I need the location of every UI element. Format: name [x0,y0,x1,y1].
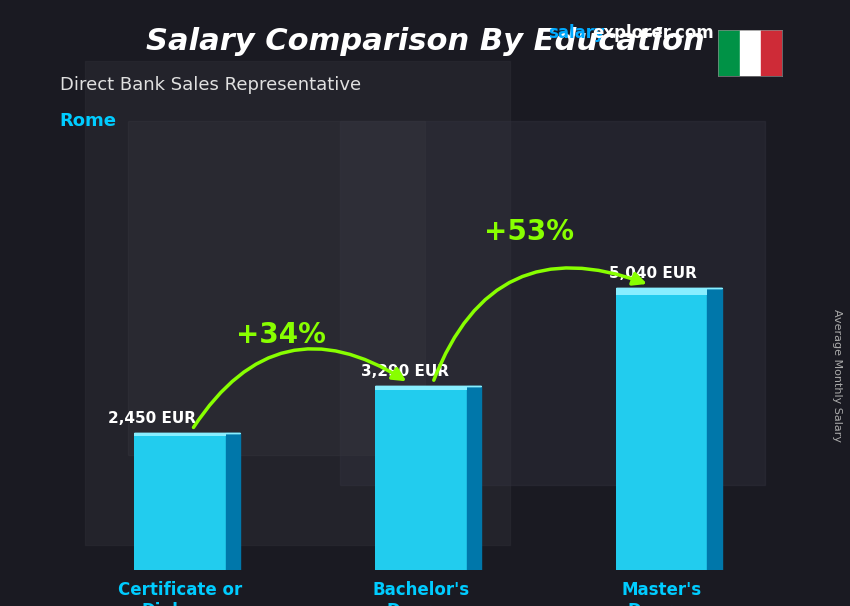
Bar [615,288,707,570]
Text: Average Monthly Salary: Average Monthly Salary [832,309,842,442]
Text: 2,450 EUR: 2,450 EUR [108,411,196,426]
Bar [340,121,765,485]
Text: explorer.com: explorer.com [592,24,714,42]
Polygon shape [707,288,722,570]
Bar [134,433,225,436]
Text: +53%: +53% [484,218,574,246]
Bar [740,30,761,76]
Bar [761,30,782,76]
Bar [718,30,740,76]
Polygon shape [467,385,481,570]
Bar [615,288,707,295]
Bar [375,385,467,570]
Text: +34%: +34% [236,321,326,349]
Bar [128,121,425,454]
Bar [134,433,225,570]
Text: Direct Bank Sales Representative: Direct Bank Sales Representative [60,76,360,94]
Bar [85,61,510,545]
Text: salary: salary [548,24,605,42]
Text: 3,290 EUR: 3,290 EUR [360,364,449,379]
Text: Rome: Rome [60,112,116,130]
Bar [375,385,467,390]
Text: Salary Comparison By Education: Salary Comparison By Education [145,27,705,56]
Polygon shape [225,433,240,570]
Text: 5,040 EUR: 5,040 EUR [609,266,696,281]
